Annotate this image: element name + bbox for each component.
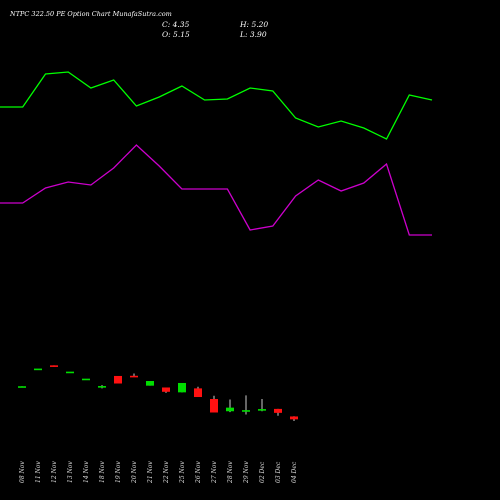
x-tick-label: 26 Nov	[195, 461, 202, 484]
candle	[98, 385, 106, 389]
chart-title: NTPC 322.50 PE Option Chart MunafaSutra.…	[9, 10, 172, 18]
x-tick-label: 08 Nov	[19, 461, 26, 483]
close-value: C: 4.35	[162, 20, 190, 29]
x-tick-label: 20 Nov	[131, 461, 138, 484]
candle-body-down	[50, 365, 58, 367]
candle	[50, 365, 58, 367]
candle	[66, 371, 74, 374]
overlay-lines	[0, 71, 433, 236]
candle-body-up	[66, 371, 74, 374]
x-tick-label: 19 Nov	[115, 461, 122, 483]
candle-body-up	[242, 410, 250, 412]
low-value: L: 3.90	[239, 30, 267, 39]
x-tick-label: 04 Dec	[291, 461, 298, 483]
x-tick-label: 27 Nov	[211, 461, 218, 484]
x-tick-label: 13 Nov	[67, 461, 74, 483]
candle	[130, 373, 138, 378]
candle-body-up	[34, 368, 42, 371]
x-axis-ticks: 08 Nov 11 Nov 12 Nov 13 Nov 14 Nov 18 Nov 19 N…	[19, 461, 298, 484]
x-tick-label: 11 Nov	[35, 461, 42, 483]
candles	[18, 365, 298, 421]
x-tick-label: 29 Nov	[243, 461, 250, 484]
candle-body-down	[194, 388, 202, 398]
candle	[82, 378, 90, 381]
x-tick-label: 28 Nov	[227, 461, 234, 484]
candle	[18, 386, 26, 388]
overlay-line-2	[0, 144, 432, 236]
candle	[194, 386, 202, 398]
candle-body-up	[82, 378, 90, 381]
candle-body-up	[178, 382, 186, 393]
candle-body-down	[274, 408, 282, 413]
x-tick-label: 02 Dec	[259, 461, 266, 483]
candle	[242, 395, 250, 415]
candle-body-down	[290, 416, 298, 420]
candle-body-up	[258, 409, 266, 411]
candle	[34, 368, 42, 371]
candle-body-up	[146, 381, 154, 386]
candle	[290, 416, 298, 421]
candle-body-down	[210, 399, 218, 413]
x-tick-label: 21 Nov	[147, 461, 154, 484]
overlay-line-1	[0, 71, 433, 140]
candle	[146, 381, 154, 386]
x-tick-label: 22 Nov	[163, 461, 170, 484]
candle	[274, 408, 282, 416]
x-tick-label: 14 Nov	[83, 461, 90, 483]
x-tick-label: 12 Nov	[51, 461, 58, 483]
candle	[178, 382, 186, 393]
candle-body-up	[226, 407, 234, 412]
candle	[114, 375, 122, 384]
candle-body-down	[162, 387, 170, 392]
high-value: H: 5.20	[239, 20, 268, 29]
candle	[210, 395, 218, 413]
x-tick-label: 25 Nov	[179, 461, 186, 484]
x-tick-label: 03 Dec	[275, 461, 282, 483]
candle-body-down	[130, 375, 138, 378]
open-value: O: 5.15	[162, 30, 190, 39]
x-tick-label: 18 Nov	[99, 461, 106, 483]
candle	[162, 387, 170, 393]
candle	[226, 399, 234, 413]
candle-body-down	[114, 375, 122, 384]
candle-body-up	[18, 386, 26, 388]
candle-body-up	[98, 386, 106, 388]
candle	[258, 399, 266, 412]
